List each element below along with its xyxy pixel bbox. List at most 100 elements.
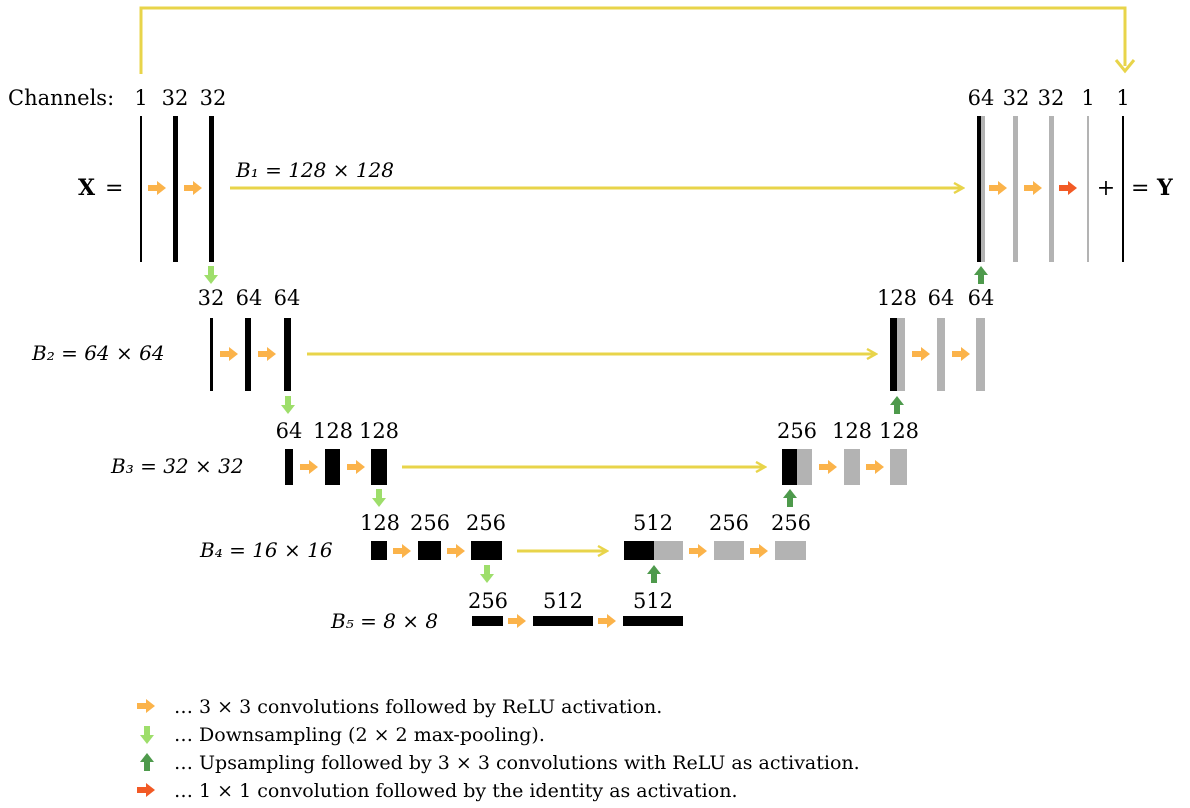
upsample-arrow-icon — [974, 266, 988, 284]
dec2-block-1 — [937, 318, 945, 391]
downsample-arrow-icon — [480, 565, 494, 583]
level3-label: B₃ = 32 × 32 — [110, 454, 244, 478]
dec3-ch-0: 256 — [777, 419, 817, 443]
dec2-ch-0: 128 — [877, 286, 917, 310]
enc2-ch-2: 64 — [274, 286, 301, 310]
identity-skip-connection — [139, 6, 1127, 74]
enc4-block-1 — [418, 541, 441, 560]
conv-arrow-icon — [447, 544, 465, 558]
dec2-block-2 — [976, 318, 985, 391]
input-symbol: X — [78, 175, 96, 201]
dec1-block-1 — [1013, 116, 1018, 262]
identity-skip-arrowhead — [1114, 59, 1136, 74]
conv-arrow-icon — [819, 460, 837, 474]
dec3-ch-2: 128 — [879, 419, 919, 443]
dec1-block-2 — [1049, 116, 1054, 262]
legend-item-downsample: … Downsampling (2 × 2 max-pooling). — [174, 724, 545, 746]
conv-arrow-icon — [393, 544, 411, 558]
enc4-block-2 — [471, 541, 502, 560]
final-conv-arrow-icon — [1059, 181, 1077, 195]
enc4-ch-1: 256 — [410, 511, 450, 535]
dec1-ch-4: 1 — [1116, 86, 1129, 110]
dec1-ch-0: 64 — [968, 86, 995, 110]
enc2-ch-1: 64 — [236, 286, 263, 310]
dec4-concat-black — [624, 541, 654, 560]
conv-arrow-icon — [184, 181, 202, 195]
downsample-arrow-icon — [204, 266, 218, 284]
bottleneck-block-2 — [623, 616, 683, 626]
dec2-ch-2: 64 — [968, 286, 995, 310]
legend-item-conv: … 3 × 3 convolutions followed by ReLU ac… — [174, 696, 662, 718]
enc3-ch-2: 128 — [359, 419, 399, 443]
dec3-ch-1: 128 — [832, 419, 872, 443]
dec2-concat-gray — [897, 318, 905, 391]
conv-arrow-icon — [912, 347, 930, 361]
enc2-block-0 — [210, 318, 213, 391]
dec2-ch-1: 64 — [928, 286, 955, 310]
enc3-ch-1: 128 — [313, 419, 353, 443]
conv-arrow-icon — [952, 347, 970, 361]
level2-label: B₂ = 64 × 64 — [31, 341, 165, 365]
dec2-concat-black — [890, 318, 897, 391]
enc3-ch-0: 64 — [276, 419, 303, 443]
dec1-ch-1: 32 — [1003, 86, 1030, 110]
dec3-concat-black — [782, 449, 797, 485]
enc3-block-2 — [371, 449, 387, 485]
level4-label: B₄ = 16 × 16 — [199, 538, 333, 562]
conv-arrow-icon — [989, 181, 1007, 195]
dec4-ch-2: 256 — [771, 511, 811, 535]
dec4-block-2 — [775, 541, 806, 560]
dec4-ch-1: 256 — [709, 511, 749, 535]
conv-arrow-icon — [220, 347, 238, 361]
dec3-block-2 — [890, 449, 907, 485]
enc3-block-1 — [325, 449, 340, 485]
bottleneck-block-1 — [533, 616, 593, 626]
red-right-arrow-icon — [137, 783, 155, 797]
enc3-block-0 — [285, 449, 293, 485]
bottleneck-block-0 — [472, 616, 503, 626]
light-green-down-arrow-icon — [140, 726, 154, 744]
enc2-block-1 — [245, 318, 251, 391]
conv-arrow-icon — [750, 544, 768, 558]
conv-arrow-icon — [508, 614, 526, 628]
legend-item-upsample: … Upsampling followed by 3 × 3 convoluti… — [174, 752, 860, 774]
dec1-ch-3: 1 — [1081, 86, 1094, 110]
bottleneck-ch-2: 512 — [633, 589, 673, 613]
conv-arrow-icon — [689, 544, 707, 558]
enc1-input-line — [140, 116, 142, 262]
dec1-concat-gray — [981, 116, 985, 262]
conv-arrow-icon — [347, 460, 365, 474]
enc2-block-2 — [284, 318, 291, 391]
conv-arrow-icon — [1024, 181, 1042, 195]
output-equals: = — [1131, 176, 1149, 201]
dec1-ch-2: 32 — [1038, 86, 1065, 110]
bottleneck-ch-1: 512 — [543, 589, 583, 613]
identity-output-line — [1122, 116, 1124, 262]
input-equals: = — [105, 176, 123, 201]
dec1-final-line — [1087, 116, 1089, 262]
enc2-ch-0: 32 — [198, 286, 225, 310]
enc1-ch-2: 32 — [200, 86, 227, 110]
legend: … 3 × 3 convolutions followed by ReLU ac… — [137, 696, 860, 802]
plus-sign: + — [1097, 176, 1115, 201]
upsample-arrow-icon — [890, 396, 904, 414]
dec1-concat-black — [977, 116, 981, 262]
enc4-ch-2: 256 — [466, 511, 506, 535]
dec4-block-1 — [714, 541, 744, 560]
dec4-ch-0: 512 — [633, 511, 673, 535]
upsample-arrow-icon — [783, 489, 797, 507]
dark-green-up-arrow-icon — [140, 753, 154, 771]
conv-arrow-icon — [598, 614, 616, 628]
upsample-arrow-icon — [647, 565, 661, 583]
conv-arrow-icon — [148, 181, 166, 195]
downsample-arrow-icon — [281, 396, 295, 414]
bottleneck-ch-0: 256 — [468, 589, 508, 613]
conv-arrow-icon — [258, 347, 276, 361]
enc4-ch-0: 128 — [360, 511, 400, 535]
conv-arrow-icon — [866, 460, 884, 474]
enc1-block-2 — [209, 116, 214, 262]
dec3-block-1 — [844, 449, 860, 485]
downsample-arrow-icon — [372, 489, 386, 507]
enc1-ch-0: 1 — [134, 86, 147, 110]
